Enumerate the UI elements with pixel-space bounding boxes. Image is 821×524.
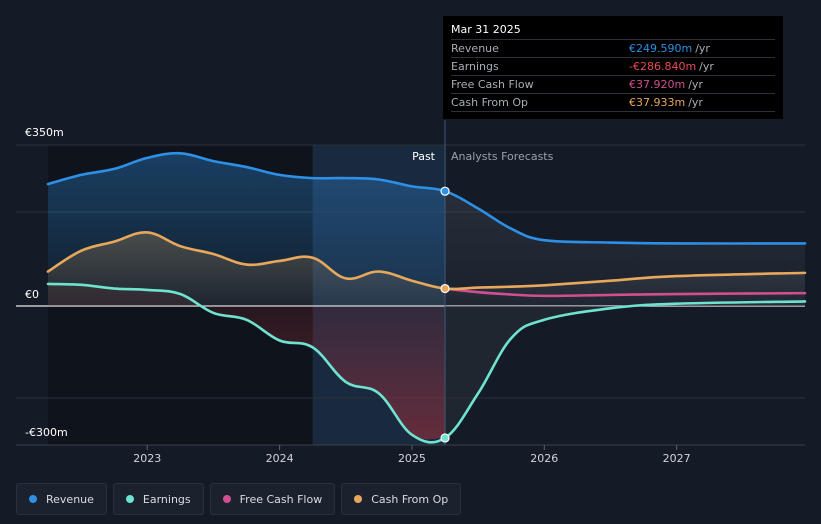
earnings-highlight-point bbox=[440, 433, 450, 443]
x-tick-label: 2024 bbox=[266, 452, 294, 465]
y-axis-bottom-label: -€300m bbox=[25, 426, 68, 439]
legend-label: Free Cash Flow bbox=[239, 492, 323, 506]
tooltip-value: -€286.840m bbox=[629, 60, 697, 73]
cash-from-op-past-area bbox=[48, 232, 446, 306]
tooltip-row-revenue: Revenue €249.590m /yr bbox=[451, 39, 775, 57]
tooltip-unit: /yr bbox=[688, 78, 703, 91]
free-cash-flow-line bbox=[443, 287, 807, 298]
tooltip-label: Cash From Op bbox=[451, 96, 529, 109]
legend-dot-icon bbox=[29, 495, 37, 503]
cash-from-op-line bbox=[46, 231, 807, 291]
x-tick-label: 2023 bbox=[133, 452, 161, 465]
forecast-label: Analysts Forecasts bbox=[451, 150, 554, 163]
tooltip-row-earnings: Earnings -€286.840m /yr bbox=[451, 57, 775, 75]
legend-label: Earnings bbox=[142, 492, 191, 506]
cash-from-op-forecast-area bbox=[445, 272, 805, 306]
x-tick-label: 2027 bbox=[663, 452, 691, 465]
tooltip-label: Free Cash Flow bbox=[451, 78, 534, 91]
tooltip-row-free-cash-flow: Free Cash Flow €37.920m /yr bbox=[451, 75, 775, 93]
revenue-line bbox=[46, 151, 807, 245]
tooltip-value: €37.933m bbox=[629, 96, 686, 109]
tooltip-value: €249.590m bbox=[629, 42, 693, 55]
legend-label: Revenue bbox=[46, 492, 94, 506]
legend-dot-icon bbox=[222, 495, 231, 503]
tooltip: Mar 31 2025 Revenue €249.590m /yr Earnin… bbox=[443, 16, 783, 119]
tooltip-label: Revenue bbox=[451, 42, 499, 55]
legend-label: Cash From Op bbox=[371, 492, 449, 506]
tooltip-row-cash-from-op: Cash From Op €37.933m /yr bbox=[451, 93, 775, 112]
legend-item-free-cash-flow[interactable]: Free Cash Flow bbox=[209, 483, 336, 515]
cash-from-op-highlight-point bbox=[440, 283, 450, 294]
y-axis-zero-label: €0 bbox=[25, 288, 39, 301]
earnings-line bbox=[46, 282, 807, 444]
legend: Revenue Earnings Free Cash Flow Cash Fro… bbox=[16, 483, 462, 515]
tooltip-unit: /yr bbox=[699, 60, 714, 73]
legend-item-cash-from-op[interactable]: Cash From Op bbox=[341, 483, 462, 515]
earnings-past-area bbox=[48, 283, 446, 440]
earnings-forecast-area bbox=[445, 301, 805, 438]
legend-item-earnings[interactable]: Earnings bbox=[112, 483, 204, 515]
x-tick-label: 2025 bbox=[398, 452, 426, 465]
tooltip-label: Earnings bbox=[451, 60, 499, 73]
x-tick-label: 2026 bbox=[530, 452, 558, 465]
tooltip-value: €37.920m bbox=[629, 78, 686, 91]
past-label: Past bbox=[412, 150, 436, 163]
tooltip-unit: /yr bbox=[688, 96, 703, 109]
legend-item-revenue[interactable]: Revenue bbox=[16, 483, 107, 515]
legend-dot-icon bbox=[354, 495, 363, 503]
legend-dot-icon bbox=[125, 495, 134, 503]
revenue-highlight-point bbox=[440, 186, 450, 196]
tooltip-unit: /yr bbox=[695, 42, 710, 55]
tooltip-date: Mar 31 2025 bbox=[451, 23, 521, 36]
y-axis-top-label: €350m bbox=[25, 126, 64, 139]
